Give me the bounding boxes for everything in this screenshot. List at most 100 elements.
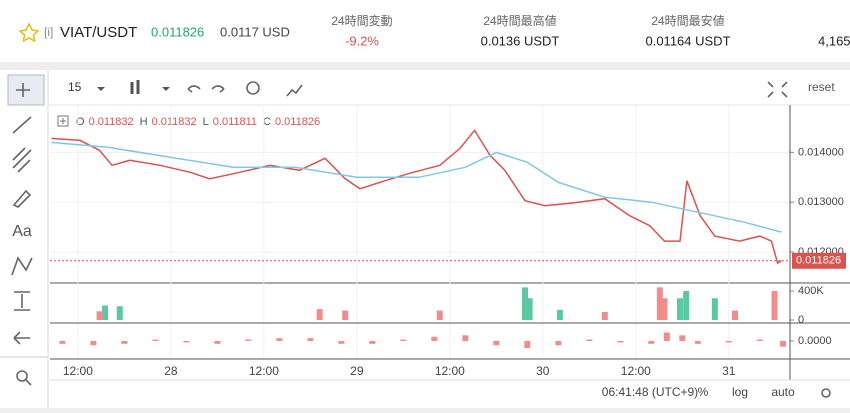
zoom-tool[interactable]: [16, 370, 28, 382]
bar: [617, 341, 624, 343]
chart-settings[interactable]: [821, 388, 831, 398]
bar: [431, 336, 438, 341]
reset[interactable]: reset: [808, 80, 835, 94]
y-tick-label: 400K: [798, 285, 824, 297]
x-tick-label: 31: [722, 364, 736, 378]
bar: [400, 339, 407, 341]
bar: [694, 341, 701, 344]
settings[interactable]: [246, 81, 260, 95]
x-tick-label: 12:00: [249, 364, 279, 378]
bar: [245, 339, 252, 341]
chart-panel: [0, 70, 850, 408]
y-tick-label: 0.013000: [798, 196, 844, 208]
x-tick-label: 12:00: [63, 364, 93, 378]
indicators[interactable]: [286, 84, 303, 97]
bar: [116, 306, 123, 320]
bar: [121, 341, 128, 344]
pattern-tool[interactable]: [11, 256, 33, 276]
stat-value: -9.2%: [345, 33, 379, 48]
ohlc-value: 0.011826: [275, 116, 320, 128]
bar: [601, 312, 608, 320]
bar: [555, 341, 562, 346]
measure-tool[interactable]: [14, 291, 30, 311]
bar: [102, 305, 109, 320]
bar: [436, 310, 443, 320]
clock: 06:41:48 (UTC+9): [602, 385, 698, 399]
y-tick-label: 0: [798, 314, 804, 326]
x-tick-label: 28: [164, 364, 178, 378]
stat-title: 24時間最安値: [651, 13, 724, 28]
bar: [493, 341, 500, 346]
bar: [338, 341, 345, 344]
bar: [711, 298, 718, 320]
fib-tool[interactable]: [12, 147, 32, 173]
stat-value: 4,165,: [818, 33, 850, 48]
back-tool[interactable]: [13, 331, 30, 345]
ohlc-key: L: [203, 116, 209, 128]
auto-toggle[interactable]: auto: [771, 385, 795, 399]
x-tick-label: 29: [350, 364, 364, 378]
log-toggle[interactable]: log: [732, 385, 748, 399]
bar: [524, 341, 531, 349]
last-price-box: [792, 252, 846, 269]
bar: [676, 298, 683, 320]
stat-value: 0.0136 USDT: [481, 33, 560, 48]
price-line: [51, 129, 782, 265]
percent-toggle[interactable]: %: [698, 385, 709, 399]
ohlc-value: 0.011832: [152, 116, 197, 128]
bar: [307, 338, 314, 341]
bar: [316, 309, 323, 320]
line-tool[interactable]: [12, 116, 32, 134]
undo-redo[interactable]: [187, 85, 225, 93]
ohlc-key: O: [76, 116, 85, 128]
bar: [756, 339, 763, 341]
bar: [59, 341, 66, 344]
bar: [731, 310, 738, 320]
x-tick-label: 12:00: [435, 364, 465, 378]
stat-title: 24時間最高値: [483, 13, 556, 28]
bar: [656, 287, 663, 320]
bar: [679, 335, 686, 341]
brush-tool[interactable]: [12, 189, 32, 208]
bar: [214, 341, 221, 344]
bar: [526, 298, 533, 320]
bar: [342, 310, 349, 320]
collapse-legend[interactable]: [57, 115, 69, 127]
bar: [556, 309, 563, 320]
price: 0.011826: [151, 24, 204, 39]
y-tick-label: 0.0000: [798, 335, 832, 347]
bar: [780, 341, 787, 347]
header-bar: [0, 0, 850, 62]
fullscreen[interactable]: [767, 81, 788, 98]
info: [i]: [44, 25, 53, 39]
zoom-icon: [25, 379, 32, 386]
bar: [152, 339, 159, 341]
ohlc-key: H: [140, 116, 148, 128]
interval[interactable]: 15: [68, 80, 82, 94]
bar: [90, 341, 97, 346]
favorite-star[interactable]: [18, 22, 40, 43]
x-tick-label: 12:00: [621, 364, 651, 378]
x-tick-label: 30: [536, 364, 550, 378]
pair: VIAT/USDT: [60, 24, 137, 41]
collapse-icon: [60, 118, 66, 124]
bar: [725, 341, 732, 343]
ohlc-value: 0.011832: [89, 116, 134, 128]
bar: [276, 338, 283, 341]
ohlc-key: C: [263, 116, 271, 128]
crosshair-icon: [16, 83, 30, 97]
bar: [369, 341, 376, 344]
text-tool[interactable]: Aa: [12, 223, 32, 240]
bar: [771, 290, 778, 320]
bar: [183, 341, 190, 343]
bar: [683, 290, 690, 320]
dropdown-arrows[interactable]: [97, 87, 170, 91]
ohlc-value: 0.011811: [213, 116, 257, 128]
candle-style[interactable]: [130, 80, 140, 94]
bar: [521, 287, 528, 320]
usd-price: 0.0117 USD: [220, 24, 290, 39]
last-price-label: 0.011826: [796, 255, 841, 267]
bar: [663, 332, 670, 341]
